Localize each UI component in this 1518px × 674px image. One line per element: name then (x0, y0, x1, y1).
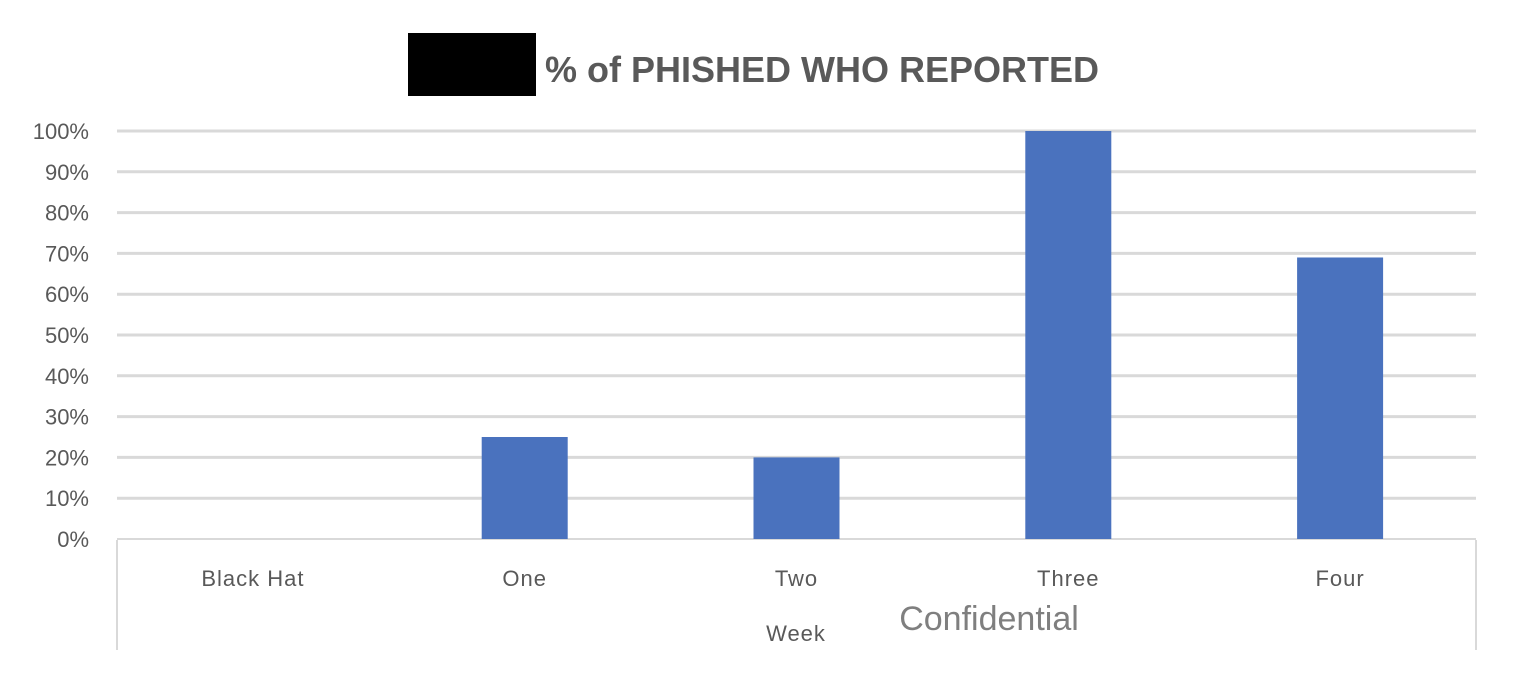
x-category-label: Four (1315, 566, 1364, 591)
y-tick-label: 100% (33, 119, 89, 144)
y-tick-label: 90% (45, 160, 89, 185)
x-category-label: Three (1037, 566, 1099, 591)
y-tick-label: 40% (45, 364, 89, 389)
x-axis-categories: Black Hat One Two Three Four (201, 566, 1364, 591)
y-tick-label: 30% (45, 405, 89, 430)
title-redaction-block (408, 33, 536, 96)
y-tick-label: 10% (45, 486, 89, 511)
y-tick-label: 50% (45, 323, 89, 348)
x-category-label: Black Hat (201, 566, 304, 591)
x-category-label: Two (775, 566, 818, 591)
bars (481, 131, 1384, 539)
y-tick-label: 0% (57, 527, 89, 552)
bar-four (1297, 257, 1384, 539)
x-axis-label: Week (766, 621, 826, 646)
gridlines (117, 129, 1476, 540)
chart-title-group: % of PHISHED WHO REPORTED (408, 33, 1099, 96)
confidential-watermark: Confidential (899, 600, 1079, 638)
chart-title: % of PHISHED WHO REPORTED (545, 49, 1099, 90)
bar-three (1025, 131, 1112, 539)
y-tick-label: 80% (45, 201, 89, 226)
y-tick-label: 60% (45, 282, 89, 307)
x-category-label: One (502, 566, 547, 591)
y-tick-label: 70% (45, 241, 89, 266)
y-tick-label: 20% (45, 445, 89, 470)
bar-two (753, 457, 840, 539)
y-axis-ticks: 0% 10% 20% 30% 40% 50% 60% 70% 80% 90% 100% (33, 119, 89, 552)
plot-frame (116, 540, 1477, 650)
bar-one (481, 437, 568, 539)
